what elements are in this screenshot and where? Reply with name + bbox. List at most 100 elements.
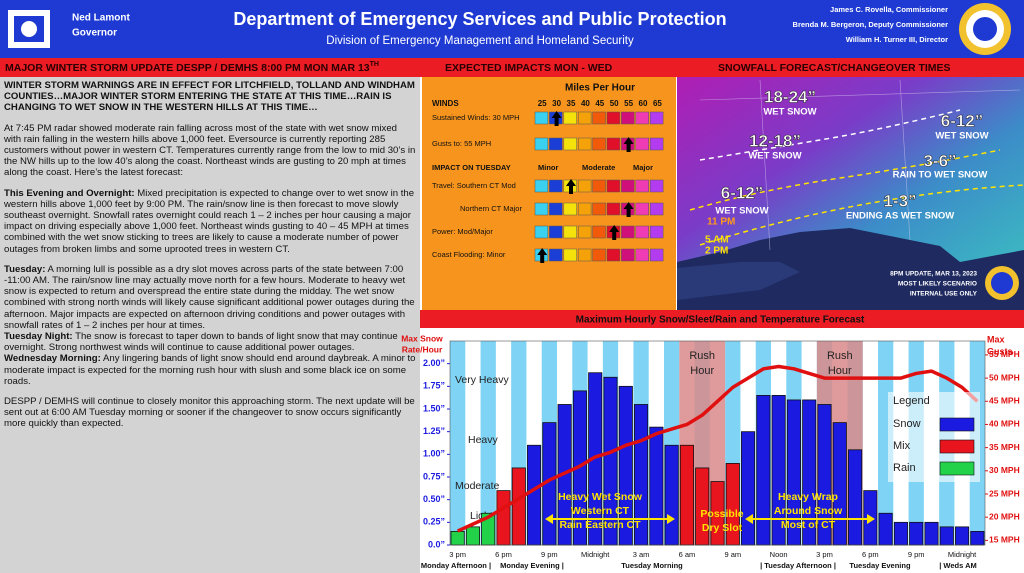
period-label: Monday Evening | xyxy=(500,561,564,570)
scale-block xyxy=(649,179,664,193)
scale-block xyxy=(621,225,635,239)
y-tick-label: 1.25” xyxy=(423,426,445,436)
summary: WINTER STORM WARNINGS ARE IN EFFECT FOR … xyxy=(4,80,416,570)
legend-swatch xyxy=(939,461,975,476)
bar xyxy=(511,467,526,546)
column-stripe xyxy=(480,341,496,545)
zone-desc: ENDING AS WET SNOW xyxy=(846,211,954,222)
bar xyxy=(527,444,542,546)
scale-block xyxy=(649,111,664,125)
paragraph-lead: Tuesday: xyxy=(4,263,46,275)
scale-block xyxy=(549,225,563,239)
legend-swatch xyxy=(939,417,975,432)
bar xyxy=(909,521,924,546)
impact-heading: IMPACT ON TUESDAY xyxy=(432,163,511,172)
paragraph-text: At 7:45 PM radar showed moderate rain fa… xyxy=(4,122,416,179)
legend-swatch xyxy=(939,439,975,454)
state-logo xyxy=(8,10,50,48)
y2-axis-title: Max xyxy=(987,334,1005,344)
scale-block xyxy=(592,111,606,125)
scale-block xyxy=(635,202,649,216)
y-tick-label: 0.50” xyxy=(423,494,445,504)
scale-block xyxy=(592,248,606,262)
map xyxy=(677,77,1024,310)
annotation: Dry Slot xyxy=(702,522,743,534)
impact-level: Minor xyxy=(538,163,558,172)
scale-block xyxy=(577,111,592,125)
scale-block xyxy=(621,248,635,262)
banner-update-sup: TH xyxy=(370,61,379,68)
governor-name: Ned Lamont xyxy=(72,13,130,24)
chart-title: Maximum Hourly Snow/Sleet/Rain and Tempe… xyxy=(576,315,865,326)
annotation: Most of CT xyxy=(781,519,836,531)
bar xyxy=(496,490,511,546)
y-axis-title: Rate/Hour xyxy=(402,344,443,354)
scale-block xyxy=(534,225,549,239)
bar xyxy=(893,521,908,546)
scale-block xyxy=(606,137,621,151)
scale-block xyxy=(635,137,649,151)
scale-block xyxy=(563,111,577,125)
scale-label: 35 xyxy=(567,99,576,108)
zone-desc: RAIN TO WET SNOW xyxy=(893,170,988,181)
scale-block xyxy=(649,202,664,216)
zone-amount: 3-6” xyxy=(923,151,956,170)
scale-block xyxy=(592,137,606,151)
seal xyxy=(959,3,1011,55)
bar xyxy=(955,526,970,546)
banner-update-text: MAJOR WINTER STORM UPDATE DESPP / DEMHS … xyxy=(5,62,370,74)
map-note: 8PM UPDATE, MAR 13, 2023 xyxy=(890,271,977,278)
plot-frame xyxy=(449,340,986,546)
bar xyxy=(679,444,694,546)
scale-block xyxy=(621,111,635,125)
scale-block xyxy=(635,248,649,262)
period-label: | Weds AM xyxy=(939,561,977,570)
page-title: Department of Emergency Services and Pub… xyxy=(233,9,726,29)
scale-label: 30 xyxy=(552,99,561,108)
scale-block xyxy=(534,137,549,151)
official: William H. Turner III, Director xyxy=(846,35,948,44)
scale-block xyxy=(549,248,563,262)
impact-row-label: Coast Flooding: Minor xyxy=(432,250,506,259)
bar xyxy=(848,449,863,546)
paragraph-lead: Tuesday Night: xyxy=(4,331,73,343)
paragraph: This Evening and Overnight: Mixed precip… xyxy=(4,188,416,255)
annotation: Rain Eastern CT xyxy=(559,519,641,531)
banner-update: MAJOR WINTER STORM UPDATE DESPP / DEMHS … xyxy=(5,61,379,74)
rush-hour-label: Rush xyxy=(689,350,715,362)
headline-text: WINTER STORM WARNINGS ARE IN EFFECT FOR … xyxy=(4,80,415,114)
paragraph-text: The snow is forecast to taper down to ba… xyxy=(4,331,398,354)
page-subtitle: Division of Emergency Management and Hom… xyxy=(326,35,634,47)
paragraph-lead: This Evening and Overnight: xyxy=(4,187,135,199)
zone-desc: WET SNOW xyxy=(935,131,988,142)
y2-tick-label: 50 MPH xyxy=(989,372,1020,382)
scale-block xyxy=(577,225,592,239)
rush-hour-label: Rush xyxy=(827,350,853,362)
y-tick-label: 2.00” xyxy=(423,358,445,368)
legend-label: Mix xyxy=(893,440,911,452)
impact-arrow xyxy=(551,111,562,126)
scale-block xyxy=(549,202,563,216)
impacts: Miles Per Hour WINDS 25 30 35 40 45 50 55 60 65 Sus… xyxy=(432,83,664,263)
scale-block xyxy=(649,248,664,262)
official: Brenda M. Bergeron, Deputy Commissioner xyxy=(793,20,949,29)
y2-tick-label: 45 MPH xyxy=(989,396,1020,406)
scale-label: 60 xyxy=(639,99,648,108)
zone-desc: WET SNOW xyxy=(763,107,816,118)
paragraph: DESPP / DEMHS will continue to closely m… xyxy=(4,396,416,430)
paragraph: Wednesday Morning: Any lingering bands o… xyxy=(4,353,416,387)
y2-tick-label: 35 MPH xyxy=(989,442,1020,452)
period-label: Tuesday Evening xyxy=(849,561,911,570)
scale-label: 50 xyxy=(610,99,619,108)
paragraph: Tuesday: A morning lull is possible as a… xyxy=(4,264,416,331)
scale-block xyxy=(635,225,649,239)
scale-block xyxy=(606,202,621,216)
period-label: Tuesday Morning xyxy=(621,561,683,570)
scale-block xyxy=(635,179,649,193)
scale-block xyxy=(635,111,649,125)
bar xyxy=(649,426,664,546)
scale-block xyxy=(534,202,549,216)
impact-arrow xyxy=(623,137,634,152)
zone-amount: 6-12” xyxy=(941,111,984,130)
